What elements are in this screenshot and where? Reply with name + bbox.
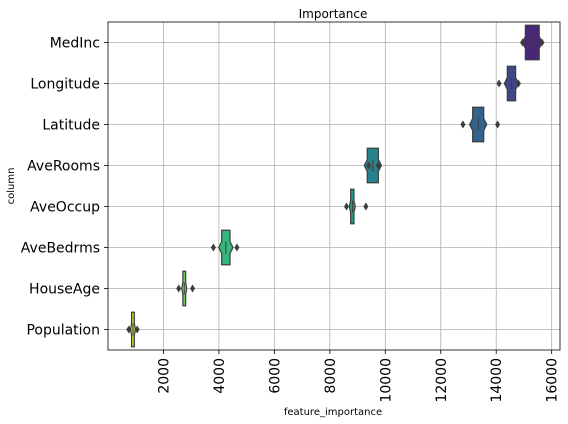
box-aveoccup	[343, 188, 369, 225]
outlier-marker	[366, 161, 372, 170]
x-tick-label: 4000	[212, 358, 228, 394]
outlier-marker	[126, 325, 132, 334]
chart-title: Importance	[299, 7, 368, 21]
x-tick-label: 14000	[489, 358, 505, 403]
outlier-marker	[363, 202, 369, 211]
outlier-marker	[496, 79, 502, 88]
y-tick-label-longitude: Longitude	[30, 77, 100, 93]
x-tick-label: 2000	[156, 358, 172, 394]
grid-layer	[108, 22, 560, 350]
outlier-marker	[460, 120, 466, 129]
outlier-marker	[190, 284, 196, 293]
x-axis-label: feature_importance	[284, 407, 382, 418]
y-tick-label-aveoccup: AveOccup	[30, 200, 100, 216]
outlier-marker	[495, 120, 501, 129]
outlier-marker	[234, 243, 240, 252]
plot-frame	[107, 21, 561, 351]
outlier-marker	[134, 325, 140, 334]
box-averooms	[363, 147, 383, 184]
box-avebedrms	[210, 229, 240, 266]
y-tick-label-medinc: MedInc	[50, 36, 100, 52]
box-population	[126, 311, 140, 348]
y-tick-label-latitude: Latitude	[42, 118, 100, 134]
box-houseage	[176, 270, 196, 307]
y-tick-label-averooms: AveRooms	[27, 159, 100, 175]
box-layer	[126, 24, 545, 348]
y-tick-label-houseage: HouseAge	[29, 282, 100, 298]
x-tick-label: 16000	[545, 358, 561, 403]
box-longitude	[496, 65, 521, 102]
box-medinc	[520, 24, 545, 61]
outlier-marker	[176, 284, 182, 293]
outlier-marker	[520, 38, 526, 47]
outlier-marker	[375, 161, 381, 170]
y-tick-label-population: Population	[26, 323, 100, 339]
y-axis-label: column	[6, 168, 17, 205]
outlier-marker	[210, 243, 216, 252]
outlier-marker	[539, 38, 545, 47]
box-latitude	[460, 106, 501, 143]
x-tick-label: 10000	[378, 358, 394, 403]
tick-layer: 2000 4000 6000 8000 10000 12000 14000 16000 MedI…	[21, 36, 561, 403]
x-tick-label: 6000	[267, 358, 283, 394]
outlier-marker	[343, 202, 349, 211]
y-tick-label-avebedrms: AveBedrms	[21, 241, 100, 257]
outlier-marker	[515, 79, 521, 88]
x-tick-label: 12000	[434, 358, 450, 403]
x-tick-label: 8000	[323, 358, 339, 394]
